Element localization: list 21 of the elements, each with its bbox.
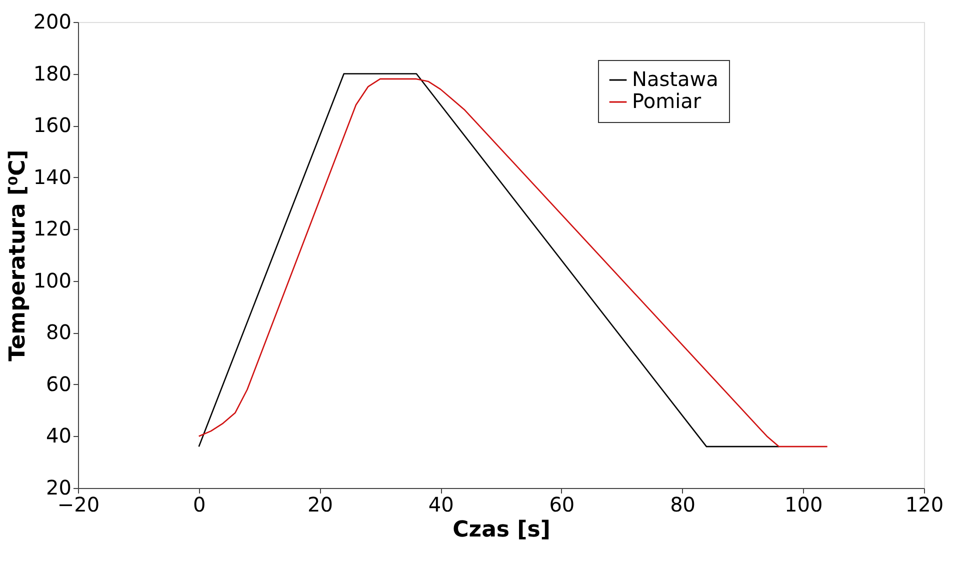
x-tick-label: 20 xyxy=(307,492,333,516)
y-tick-label: 200 xyxy=(33,10,72,34)
y-tick-label: 120 xyxy=(33,216,72,241)
x-tick-label: 100 xyxy=(784,492,823,516)
x-axis-title: Czas [s] xyxy=(452,518,550,542)
y-tick-label: 180 xyxy=(33,61,72,86)
y-tick-label: 60 xyxy=(46,372,72,396)
x-tick-label: 40 xyxy=(428,492,454,516)
x-tick-label: 120 xyxy=(905,492,944,516)
y-axis-title: Temperatura [⁰C] xyxy=(5,150,30,362)
y-tick-label: 20 xyxy=(46,476,72,500)
legend-label: Pomiar xyxy=(632,89,702,113)
x-tick-label: 60 xyxy=(549,492,575,516)
y-tick-label: 140 xyxy=(33,164,72,189)
y-tick-label: 40 xyxy=(46,424,72,448)
legend-label: Nastawa xyxy=(632,67,718,91)
y-tick-label: 100 xyxy=(33,268,72,292)
y-tick-label: 80 xyxy=(46,320,72,344)
x-tick-label: 80 xyxy=(670,492,696,516)
x-tick-label: 0 xyxy=(192,492,206,516)
y-tick-label: 160 xyxy=(33,113,72,138)
